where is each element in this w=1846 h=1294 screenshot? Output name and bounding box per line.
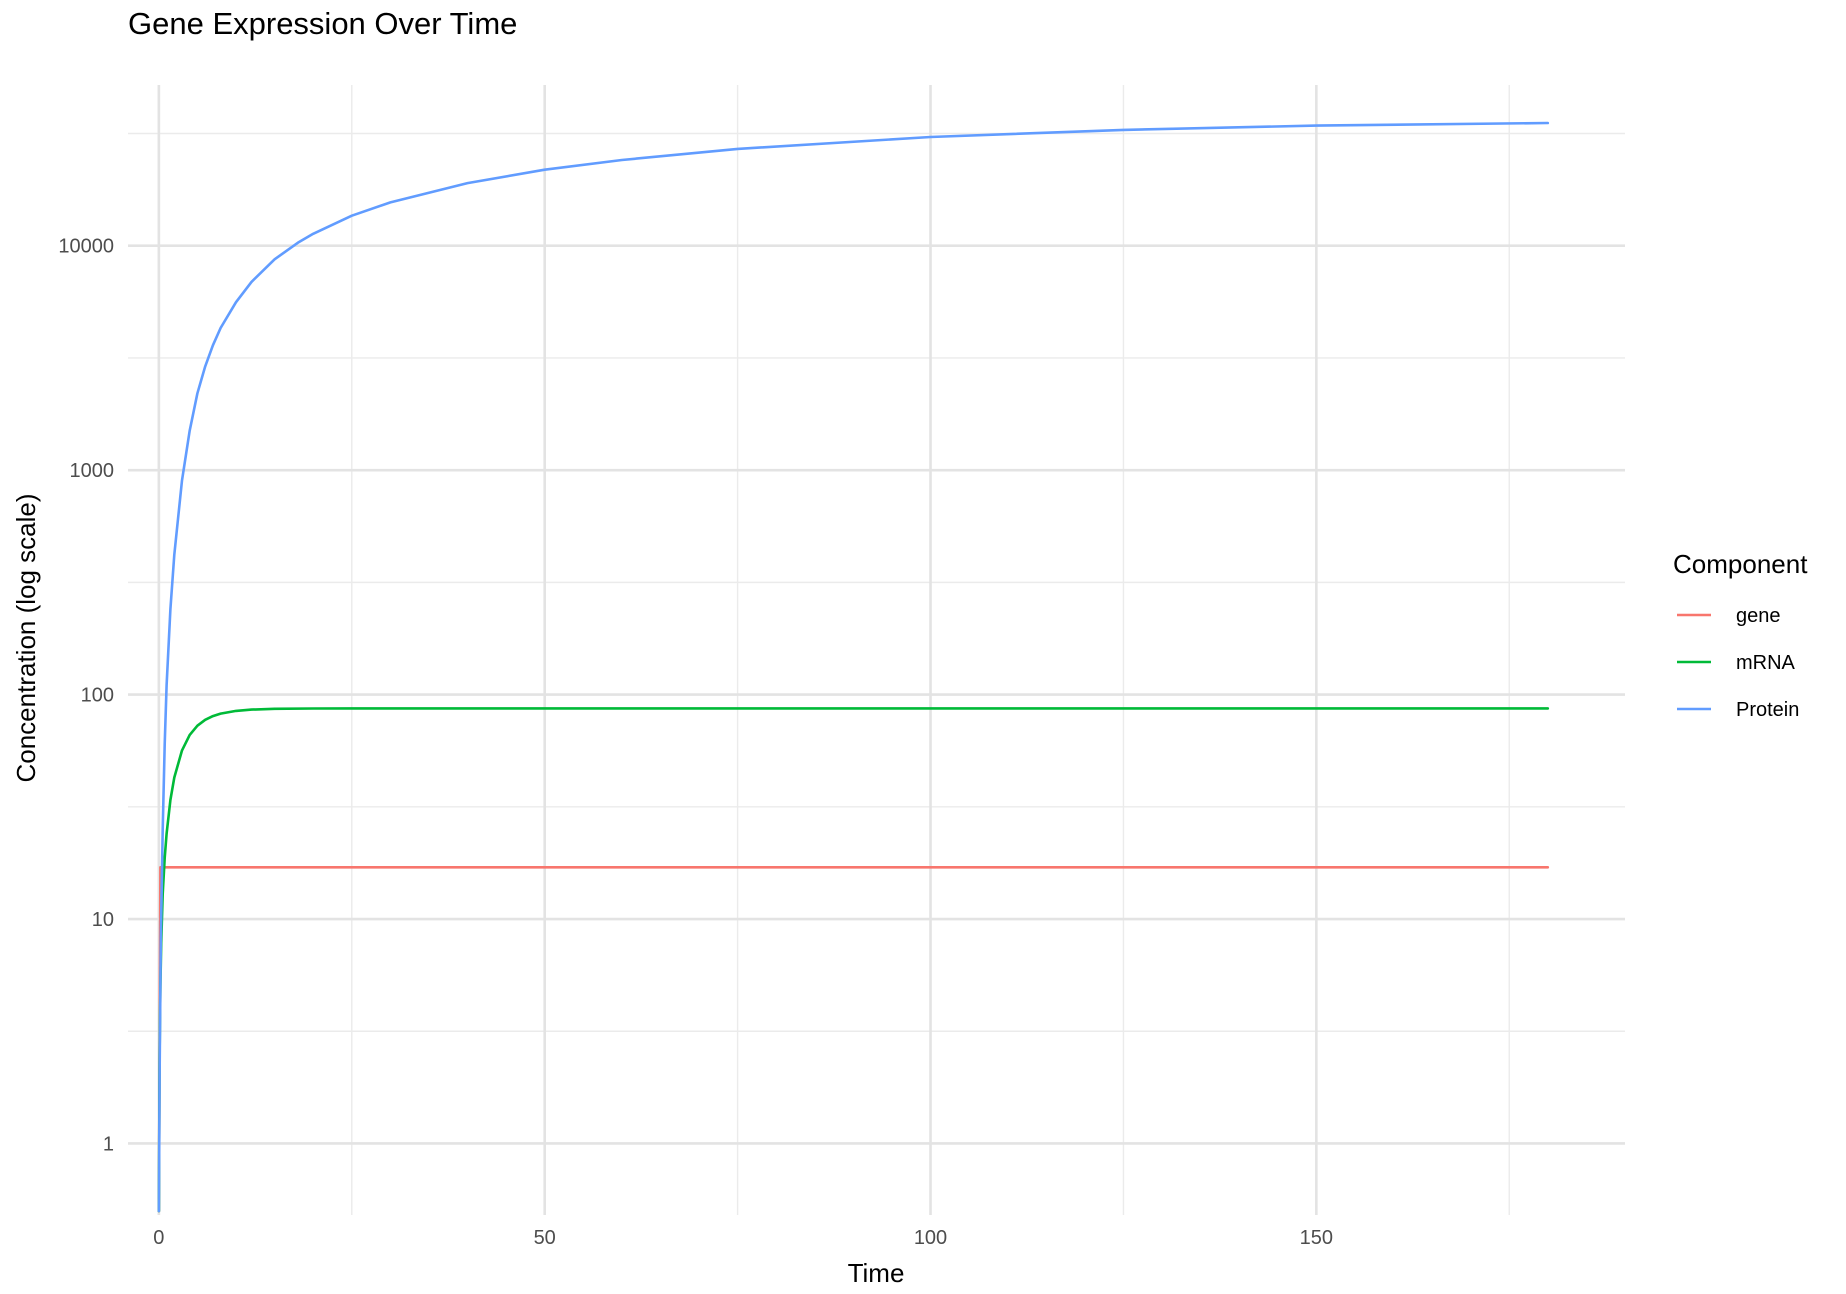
x-tick-label: 50: [534, 1227, 556, 1249]
y-tick-label: 1: [103, 1133, 114, 1155]
chart-title: Gene Expression Over Time: [128, 6, 518, 41]
legend: Component gene mRNA Protein: [1673, 549, 1808, 721]
grid-minor-lines: [128, 85, 1625, 1215]
series-line-protein: [157, 121, 1550, 1213]
y-tick-label: 10000: [58, 236, 114, 258]
y-tick-label: 1000: [70, 460, 115, 482]
x-axis-title: Time: [848, 1258, 905, 1288]
y-tick-labels: 1 10 100 1000 10000: [58, 236, 114, 1156]
x-tick-label: 0: [153, 1227, 164, 1249]
y-tick-label: 100: [81, 685, 114, 707]
legend-label-protein: Protein: [1736, 699, 1799, 721]
legend-entries: gene mRNA Protein: [1677, 605, 1799, 721]
x-tick-label: 100: [914, 1227, 947, 1249]
legend-label-mrna: mRNA: [1736, 652, 1796, 674]
legend-title: Component: [1673, 549, 1808, 579]
series-line-mrna: [157, 707, 1550, 1213]
x-tick-label: 150: [1300, 1227, 1333, 1249]
grid-major-lines: [128, 85, 1625, 1215]
y-tick-label: 10: [92, 909, 114, 931]
series-lines: [157, 121, 1550, 1213]
x-tick-labels: 0 50 100 150: [153, 1227, 1333, 1249]
y-axis-title: Concentration (log scale): [11, 493, 41, 782]
legend-label-gene: gene: [1736, 605, 1781, 627]
